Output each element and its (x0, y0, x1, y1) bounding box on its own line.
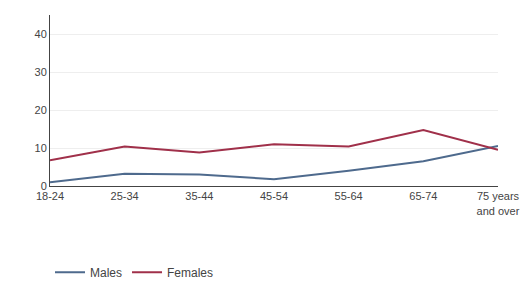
svg-text:25-34: 25-34 (111, 190, 139, 202)
svg-text:40: 40 (35, 28, 47, 40)
svg-text:35-44: 35-44 (185, 190, 213, 202)
svg-text:0: 0 (41, 180, 47, 192)
svg-text:30: 30 (35, 66, 47, 78)
svg-text:10: 10 (35, 142, 47, 154)
svg-text:18-24: 18-24 (36, 190, 64, 202)
svg-text:45-54: 45-54 (260, 190, 288, 202)
svg-text:65-74: 65-74 (409, 190, 437, 202)
svg-text:Females: Females (167, 266, 213, 280)
svg-text:20: 20 (35, 104, 47, 116)
svg-text:Males: Males (90, 266, 122, 280)
svg-text:55-64: 55-64 (335, 190, 363, 202)
svg-text:75 yearsand over: 75 yearsand over (477, 190, 520, 216)
